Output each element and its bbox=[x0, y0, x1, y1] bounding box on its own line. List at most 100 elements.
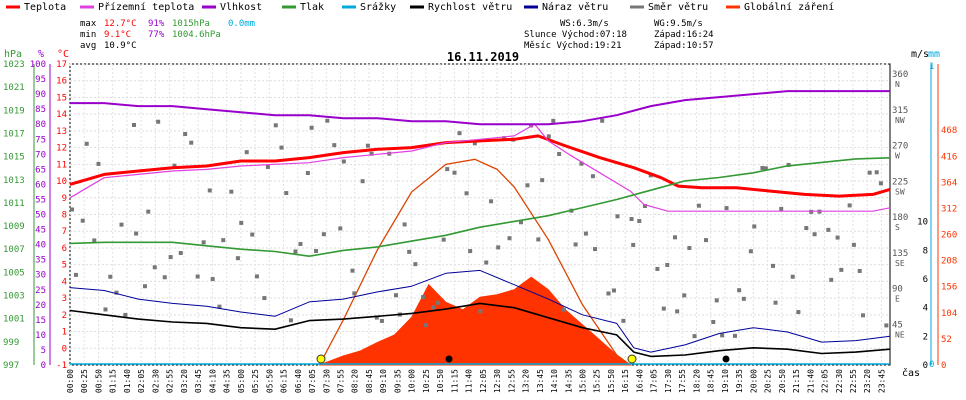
wind-direction-point bbox=[338, 226, 343, 231]
dir-tick-sub: N bbox=[895, 80, 900, 89]
x-tick-label: 12:55 bbox=[507, 369, 516, 393]
wind-direction-point bbox=[172, 163, 177, 168]
x-tick-label: 15:50 bbox=[607, 369, 616, 393]
wind-direction-point bbox=[579, 161, 584, 166]
stats-max-press: 1015hPa bbox=[172, 19, 210, 29]
wind-direction-point bbox=[857, 268, 862, 273]
chart-title: 16.11.2019 bbox=[447, 50, 519, 64]
wind-direction-point bbox=[829, 277, 834, 282]
wind-direction-point bbox=[675, 309, 680, 314]
wind-direction-point bbox=[682, 293, 687, 298]
pct-tick-label: 65 bbox=[35, 165, 46, 175]
wind-direction-point bbox=[131, 122, 136, 127]
wind-direction-point bbox=[298, 242, 303, 247]
wind-direction-point bbox=[103, 307, 108, 312]
wind-direction-point bbox=[273, 123, 278, 128]
series-line-teplota bbox=[69, 134, 891, 198]
x-tick-label: 07:05 bbox=[308, 369, 317, 393]
sunrise-marker bbox=[316, 354, 326, 364]
stats-min-press: 1004.6hPa bbox=[172, 30, 221, 40]
hpa-tick-label: 1015 bbox=[3, 153, 25, 163]
wind-direction-point bbox=[352, 291, 357, 296]
stats-max-label: max bbox=[80, 19, 97, 29]
wind-direction-point bbox=[812, 232, 817, 237]
stats-min-temp: 9.1°C bbox=[104, 30, 131, 40]
x-tick-label: 05:00 bbox=[237, 369, 246, 393]
wind-direction-point bbox=[804, 226, 809, 231]
sun-rise: Slunce Východ:07:18 bbox=[524, 30, 627, 40]
wind-ws: WS:6.3m/s bbox=[560, 19, 609, 29]
wind-direction-point bbox=[189, 140, 194, 145]
wind-direction-point bbox=[305, 171, 310, 176]
legend-item-srazky: Srážky bbox=[342, 1, 396, 13]
pct-tick-label: 15 bbox=[35, 316, 46, 326]
x-tick-label: 14:35 bbox=[564, 369, 573, 393]
wind-direction-point bbox=[472, 141, 477, 146]
temp-tick-label: 12 bbox=[56, 144, 67, 154]
ms-tick-label: 2 bbox=[923, 332, 928, 342]
pct-tick-label: 80 bbox=[35, 120, 46, 130]
mm-tick-label: 1 bbox=[929, 62, 934, 72]
temp-tick-label: 9 bbox=[62, 194, 67, 204]
wind-direction-point bbox=[468, 249, 473, 254]
wind-direction-point bbox=[861, 313, 866, 318]
hpa-tick-label: 1023 bbox=[3, 60, 25, 70]
wind-direction-point bbox=[73, 272, 78, 277]
wind-direction-point bbox=[119, 222, 124, 227]
moonrise-marker bbox=[722, 355, 730, 363]
x-tick-label: 11:40 bbox=[465, 369, 474, 393]
temp-tick-label: 2 bbox=[62, 311, 67, 321]
wind-direction-point bbox=[779, 206, 784, 211]
series-line-n-raz-v-tru bbox=[69, 269, 891, 353]
wind-direction-point bbox=[752, 224, 757, 229]
wind-direction-point bbox=[250, 232, 255, 237]
x-tick-label: 10:25 bbox=[422, 369, 431, 393]
wind-direction-point bbox=[714, 298, 719, 303]
wind-direction-point bbox=[763, 166, 768, 171]
axes-layer: 00:00 00:25 00:50 01:15 01:40 02:05 02:30 02:55… bbox=[3, 60, 957, 393]
pct-tick-label: 30 bbox=[35, 271, 46, 281]
wind-direction-point bbox=[561, 307, 566, 312]
temp-tick-label: 11 bbox=[56, 160, 67, 170]
x-tick-label: 13:45 bbox=[536, 369, 545, 393]
temp-tick-label: 3 bbox=[62, 294, 67, 304]
wind-direction-point bbox=[773, 300, 778, 305]
pct-tick-label: 60 bbox=[35, 180, 46, 190]
x-tick-label: 00:50 bbox=[94, 369, 103, 393]
pct-tick-label: 25 bbox=[35, 286, 46, 296]
axis-unit-pct: % bbox=[38, 49, 44, 60]
clear-sky-curve bbox=[318, 158, 631, 366]
wind-direction-point bbox=[262, 296, 267, 301]
x-tick-label: 23:20 bbox=[863, 369, 872, 393]
wind-direction-point bbox=[445, 167, 450, 172]
wind-direction-point bbox=[123, 312, 128, 317]
x-tick-label: 00:00 bbox=[66, 369, 75, 393]
temp-tick-label: -1 bbox=[56, 361, 67, 371]
pct-tick-label: 45 bbox=[35, 226, 46, 236]
temp-tick-label: 1 bbox=[62, 328, 67, 338]
wind-direction-point bbox=[402, 222, 407, 227]
x-tick-label: 05:50 bbox=[265, 369, 274, 393]
wind-direction-point bbox=[687, 246, 692, 251]
sunset-marker bbox=[627, 354, 637, 364]
legend-item-vlhkost: Vlhkost bbox=[202, 2, 262, 13]
x-tick-label: 03:20 bbox=[180, 369, 189, 393]
x-tick-label: 20:50 bbox=[778, 369, 787, 393]
x-tick-label: 22:30 bbox=[835, 369, 844, 393]
x-tick-label: 04:10 bbox=[208, 369, 217, 393]
x-tick-label: 16:40 bbox=[635, 369, 644, 393]
wind-direction-point bbox=[737, 288, 742, 293]
ms-tick-label: 6 bbox=[923, 275, 928, 285]
x-tick-label: 01:15 bbox=[109, 369, 118, 393]
x-tick-label: 21:15 bbox=[792, 369, 801, 393]
wind-direction-point bbox=[244, 150, 249, 155]
wind-direction-point bbox=[424, 323, 429, 328]
wind-direction-point bbox=[435, 300, 440, 305]
dir-tick-label: 360 bbox=[892, 70, 908, 80]
wind-direction-point bbox=[217, 304, 222, 309]
wind-direction-point bbox=[365, 143, 370, 148]
pct-tick-label: 40 bbox=[35, 241, 46, 251]
x-tick-label: 14:10 bbox=[550, 369, 559, 393]
legend-label: Rychlost větru bbox=[428, 1, 512, 13]
wm2-tick-label: 104 bbox=[941, 309, 957, 319]
